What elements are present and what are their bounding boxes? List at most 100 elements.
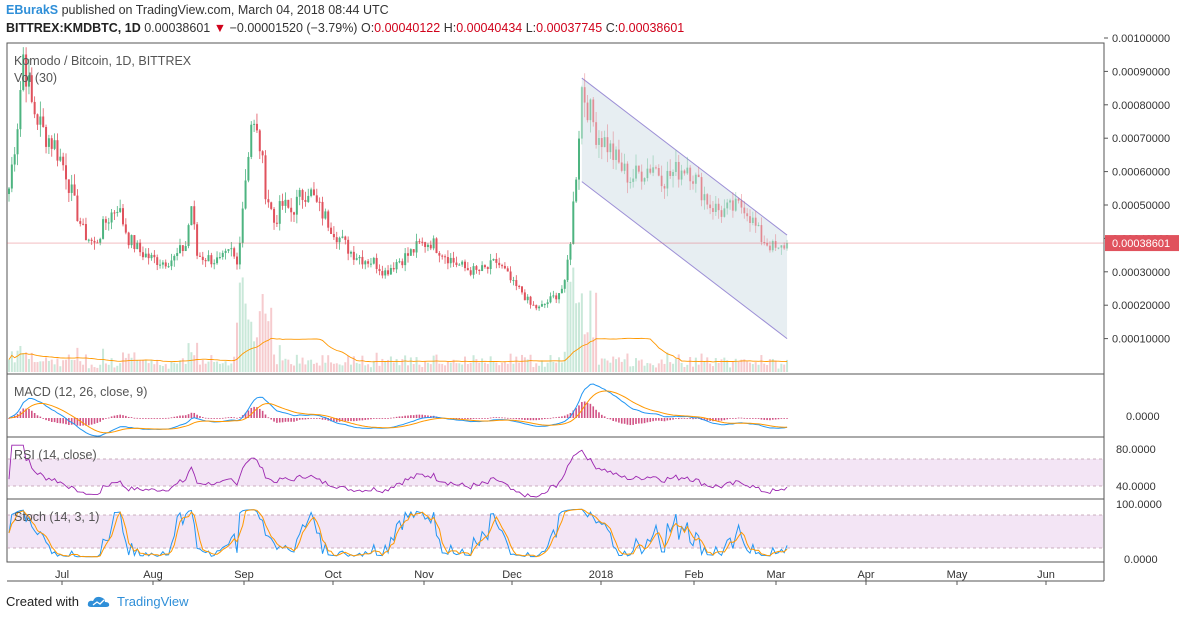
candle[interactable] [720,210,723,217]
candle[interactable] [578,138,580,180]
candle[interactable] [99,238,102,243]
candle[interactable] [777,247,780,249]
candle[interactable] [458,264,461,266]
candle[interactable] [612,143,615,160]
candle[interactable] [694,174,697,184]
candle[interactable] [426,244,429,247]
channel-upper-line[interactable] [581,77,788,236]
candle[interactable] [412,249,415,253]
candle[interactable] [130,235,133,246]
candle[interactable] [401,261,404,266]
candle[interactable] [16,129,19,155]
candle[interactable] [740,200,743,208]
candle[interactable] [723,208,726,217]
stoch-d-line[interactable] [8,508,788,558]
candle[interactable] [538,306,541,309]
candle[interactable] [452,257,455,263]
candle[interactable] [93,240,96,243]
candle[interactable] [198,255,201,257]
candle[interactable] [652,167,655,173]
candle[interactable] [170,260,173,267]
candle[interactable] [338,237,341,243]
candle[interactable] [566,259,569,281]
candle[interactable] [449,257,452,264]
candle[interactable] [227,249,230,251]
candle[interactable] [441,255,444,257]
candle[interactable] [84,224,87,241]
candle[interactable] [674,161,677,172]
candle[interactable] [45,126,48,147]
candle[interactable] [774,241,777,248]
candle[interactable] [241,208,244,243]
candle[interactable] [124,224,127,233]
candle[interactable] [224,250,227,253]
candle[interactable] [369,263,372,265]
candle[interactable] [8,188,10,195]
candle[interactable] [489,260,492,269]
candle[interactable] [22,54,25,91]
candle[interactable] [201,256,204,261]
candle[interactable] [709,204,712,209]
candle[interactable] [498,262,501,266]
candle[interactable] [415,241,418,253]
candle[interactable] [717,203,720,211]
candle[interactable] [768,245,771,251]
candle[interactable] [193,206,196,225]
candle[interactable] [700,177,703,201]
candle[interactable] [404,253,407,266]
candle[interactable] [107,222,110,224]
candle[interactable] [113,212,116,214]
candle[interactable] [153,254,156,258]
candle[interactable] [332,233,335,238]
candle[interactable] [509,271,512,281]
candle[interactable] [432,238,435,249]
candle[interactable] [13,154,16,165]
candle[interactable] [714,203,717,212]
candle[interactable] [110,212,113,223]
candle[interactable] [444,256,447,258]
candle[interactable] [59,156,62,161]
candle[interactable] [173,255,176,261]
candle[interactable] [147,253,150,259]
candle[interactable] [181,245,184,252]
candle[interactable] [47,138,50,147]
candle[interactable] [42,116,45,127]
candle[interactable] [196,224,199,256]
candle[interactable] [290,207,293,213]
candle[interactable] [518,286,521,288]
candle[interactable] [766,242,769,246]
candle[interactable] [660,175,663,187]
candle[interactable] [483,265,486,268]
candle[interactable] [421,241,424,243]
candle[interactable] [144,253,147,258]
candle[interactable] [680,170,683,180]
candle[interactable] [418,241,421,243]
candle[interactable] [481,265,484,271]
candle[interactable] [569,243,572,260]
candle[interactable] [230,248,233,250]
candle[interactable] [461,261,464,265]
author-name[interactable]: EBurakS [6,3,59,17]
candle[interactable] [250,124,253,157]
candle[interactable] [677,161,680,180]
candle[interactable] [327,211,330,228]
candle[interactable] [310,189,313,196]
candle[interactable] [503,265,506,269]
candle[interactable] [731,200,734,211]
candle[interactable] [703,194,706,201]
candle[interactable] [672,171,675,176]
candle[interactable] [159,264,162,266]
candle[interactable] [786,243,789,249]
candle[interactable] [119,208,122,212]
candle[interactable] [344,236,347,240]
candle[interactable] [486,267,489,269]
candle[interactable] [398,261,401,263]
candle[interactable] [221,252,224,258]
candle[interactable] [760,225,763,242]
candle[interactable] [475,266,478,270]
candle[interactable] [70,184,73,193]
candle[interactable] [558,293,561,300]
candle[interactable] [623,163,626,171]
candle[interactable] [238,242,241,265]
